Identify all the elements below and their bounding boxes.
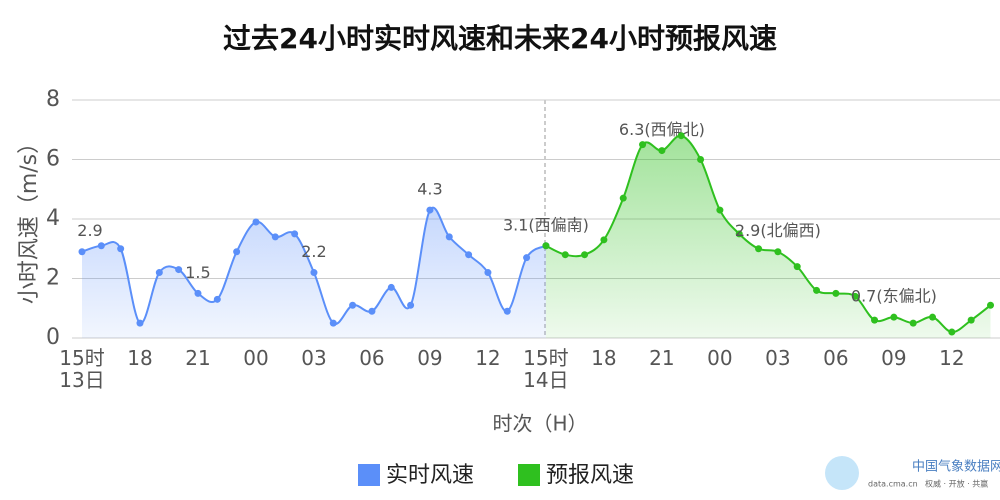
- point: [948, 328, 956, 336]
- point: [793, 263, 801, 271]
- brand-name: 中国气象数据网: [912, 459, 1000, 475]
- legend-label: 实时风速: [386, 463, 474, 488]
- point: [890, 313, 898, 321]
- x-tick-label: 06: [359, 346, 385, 370]
- point: [774, 248, 782, 256]
- y-tick-label: 8: [46, 87, 60, 112]
- point: [735, 230, 743, 238]
- legend-swatch: [518, 464, 540, 486]
- x-tick-label: 03: [765, 346, 791, 370]
- point: [291, 230, 299, 238]
- x-tick-label: 15时 13日: [59, 346, 105, 392]
- brand-logo: [825, 456, 859, 490]
- point: [310, 269, 318, 277]
- point: [445, 233, 453, 241]
- point: [503, 307, 511, 315]
- data-label: 4.3: [417, 180, 442, 199]
- point: [329, 319, 337, 327]
- x-tick-label: 12: [939, 346, 965, 370]
- point: [909, 319, 917, 327]
- point: [194, 289, 202, 297]
- point: [484, 269, 492, 277]
- point: [987, 301, 995, 309]
- chart-title: 过去24小时实时风速和未来24小时预报风速: [223, 22, 777, 55]
- y-axis-label: 小时风速（m/s）: [17, 132, 42, 304]
- legend-swatch: [358, 464, 380, 486]
- point: [387, 283, 395, 291]
- x-tick-label: 00: [707, 346, 733, 370]
- point: [851, 292, 859, 300]
- point: [407, 301, 415, 309]
- point: [523, 254, 531, 262]
- data-label: 2.9(北偏西): [735, 221, 821, 240]
- point: [542, 242, 550, 250]
- data-label: 1.5: [185, 263, 210, 282]
- x-tick-label: 15时 14日: [523, 346, 569, 392]
- y-tick-label: 4: [46, 206, 60, 231]
- brand-slogan: 权威 · 开放 · 共赢: [925, 479, 988, 489]
- data-label: 2.9: [77, 221, 102, 240]
- point: [813, 286, 821, 294]
- point: [832, 289, 840, 297]
- x-tick-label: 18: [127, 346, 153, 370]
- point: [271, 233, 279, 241]
- point: [561, 251, 569, 259]
- x-tick-label: 09: [417, 346, 443, 370]
- point: [465, 251, 473, 259]
- legend-label: 预报风速: [546, 463, 634, 488]
- x-tick-label: 03: [301, 346, 327, 370]
- x-tick-label: 06: [823, 346, 849, 370]
- point: [426, 206, 434, 214]
- point: [252, 218, 260, 226]
- point: [97, 242, 105, 250]
- point: [716, 206, 724, 214]
- y-tick-label: 0: [46, 325, 60, 350]
- x-tick-label: 00: [243, 346, 269, 370]
- brand-url: data.cma.cn: [868, 480, 918, 489]
- data-label: 6.3(西偏北): [619, 120, 705, 139]
- data-label: 0.7(东偏北): [851, 287, 937, 306]
- x-axis-label: 时次（H）: [492, 412, 587, 436]
- y-tick-label: 6: [46, 147, 60, 172]
- x-tick-label: 18: [591, 346, 617, 370]
- point: [213, 295, 221, 303]
- point: [349, 301, 357, 309]
- x-tick-label: 12: [475, 346, 501, 370]
- y-tick-label: 2: [46, 266, 60, 291]
- data-label: 2.2: [301, 242, 326, 261]
- data-label: 3.1(西偏南): [503, 215, 589, 234]
- point: [136, 319, 144, 327]
- point: [117, 245, 125, 253]
- point: [155, 269, 163, 277]
- point: [600, 236, 608, 244]
- x-tick-label: 21: [649, 346, 675, 370]
- point: [755, 245, 763, 253]
- point: [368, 307, 376, 315]
- area: [545, 135, 991, 338]
- point: [871, 316, 879, 324]
- point: [677, 132, 685, 140]
- point: [639, 141, 647, 149]
- point: [581, 251, 589, 259]
- point: [175, 266, 183, 274]
- point: [233, 248, 241, 256]
- point: [929, 313, 937, 321]
- point: [658, 147, 666, 155]
- x-tick-label: 21: [185, 346, 211, 370]
- point: [619, 194, 627, 202]
- point: [697, 156, 705, 163]
- point: [78, 248, 86, 256]
- point: [967, 316, 975, 324]
- x-tick-label: 09: [881, 346, 907, 370]
